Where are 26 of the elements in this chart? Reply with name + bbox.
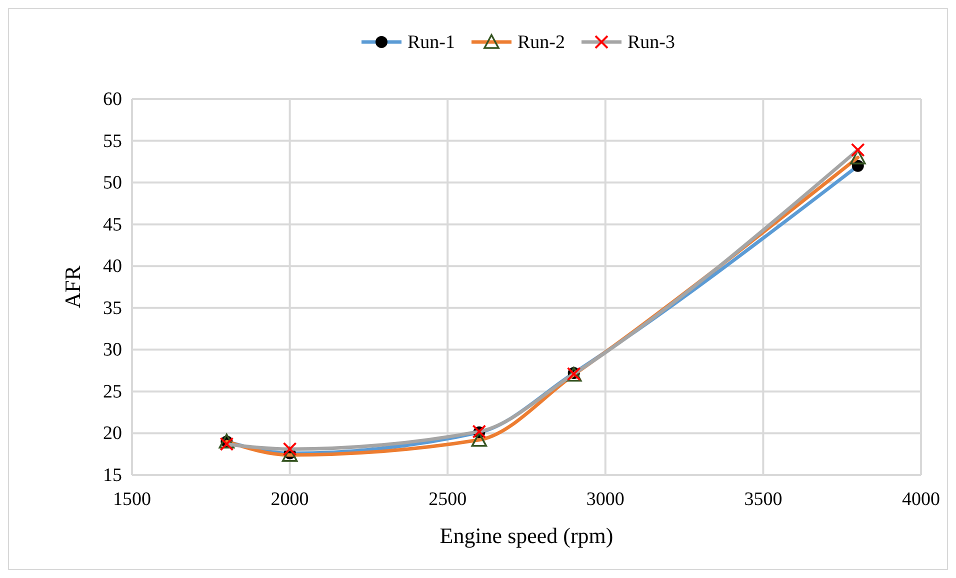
y-tick-label: 35 — [103, 298, 122, 319]
point — [220, 437, 234, 452]
point — [850, 142, 865, 157]
x-tick-label: 1500 — [113, 489, 151, 510]
point — [282, 442, 297, 456]
x-tick-label: 2000 — [270, 489, 309, 510]
legend-label: Run-2 — [518, 32, 565, 53]
x-tick-label: 3500 — [744, 489, 782, 510]
y-tick-label: 60 — [103, 89, 122, 110]
y-tick-label: 55 — [103, 130, 122, 152]
y-tick-label: 30 — [103, 340, 122, 361]
x-tick-label: 3000 — [586, 489, 624, 510]
x-tick-label: 2500 — [428, 489, 467, 510]
y-tick-label: 40 — [103, 256, 122, 278]
y-axis-title: AFR — [60, 265, 85, 308]
y-tick-label: 15 — [103, 465, 122, 486]
y-tick-label: 20 — [103, 423, 122, 444]
y-tick-label: 50 — [103, 172, 122, 194]
point — [850, 150, 866, 164]
y-tick-label: 45 — [103, 214, 122, 236]
x-axis-title: Engine speed (rpm) — [440, 523, 614, 548]
point — [471, 432, 488, 447]
y-tick-label: 25 — [103, 381, 122, 402]
legend-label: Run-1 — [408, 32, 455, 53]
legend-label: Run-3 — [628, 32, 675, 53]
x-tick-label: 4000 — [902, 489, 940, 510]
